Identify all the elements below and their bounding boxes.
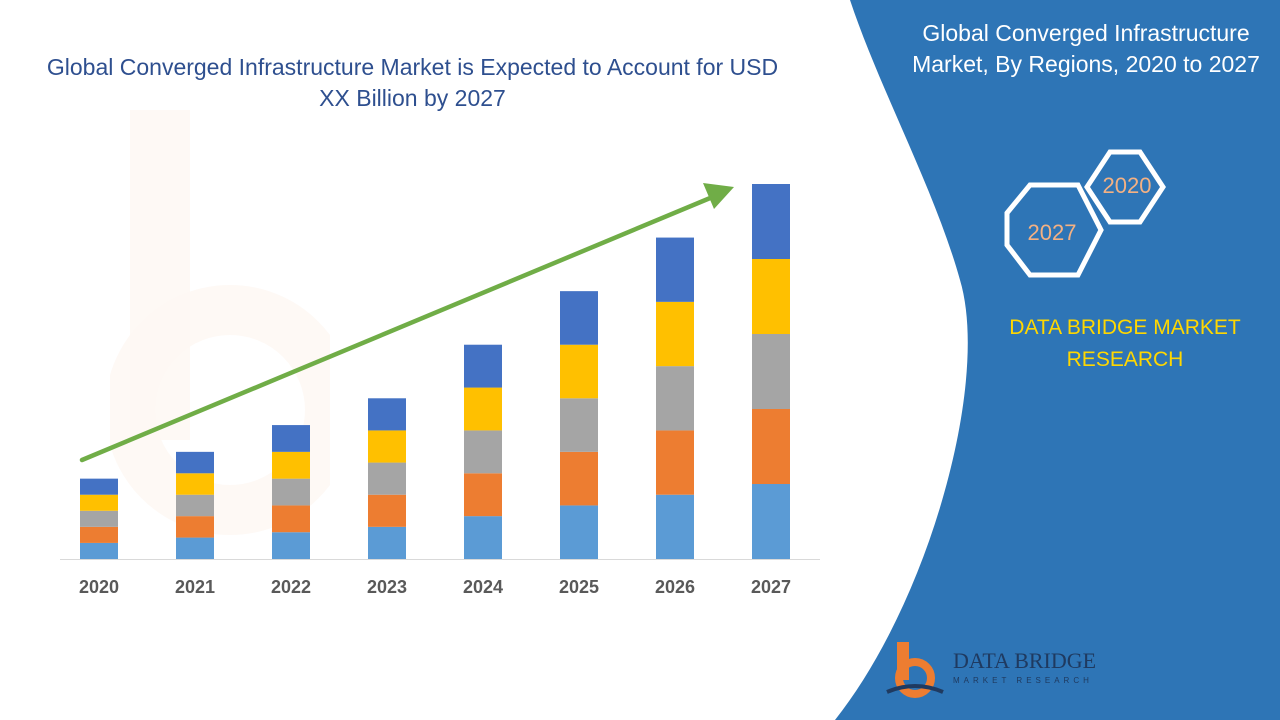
bar-2027-north-america xyxy=(752,484,790,559)
data-bridge-logo-icon xyxy=(886,642,944,698)
x-tick-label: 2027 xyxy=(751,577,791,597)
panel-title: Global Converged Infrastructure Market, … xyxy=(912,20,1260,77)
bar-2023-asia-pacific xyxy=(368,462,406,495)
bar-2020-asia-pacific xyxy=(80,510,118,527)
bar-2026-asia-pacific xyxy=(656,366,694,431)
trend-arrow-head xyxy=(703,183,734,209)
bar-2025-europe xyxy=(560,451,598,506)
bar-2022-middle-east-and-africa xyxy=(272,425,310,452)
chart-title: Global Converged Infrastructure Market i… xyxy=(46,54,779,111)
bar-2021-europe xyxy=(176,516,214,538)
bar-2027-europe xyxy=(752,409,790,484)
bar-2022-south-america xyxy=(272,451,310,479)
bar-2026-south-america xyxy=(656,301,694,367)
trend-arrow-line xyxy=(79,193,718,463)
x-tick-label: 2026 xyxy=(655,577,695,597)
bar-2024-north-america xyxy=(464,516,502,559)
bar-2025-north-america xyxy=(560,505,598,559)
bar-2024-south-america xyxy=(464,387,502,431)
bar-2021-middle-east-and-africa xyxy=(176,451,214,474)
bar-2021-south-america xyxy=(176,473,214,495)
bar-2027-middle-east-and-africa xyxy=(752,184,790,259)
bar-2020-europe xyxy=(80,526,118,543)
bar-2027-asia-pacific xyxy=(752,334,790,409)
logo-wordmark: DATA BRIDGE xyxy=(953,648,1097,673)
bar-2026-middle-east-and-africa xyxy=(656,237,694,302)
bar-2025-middle-east-and-africa xyxy=(560,291,598,345)
bar-2023-middle-east-and-africa xyxy=(368,398,406,431)
bar-2022-north-america xyxy=(272,532,310,559)
bar-2024-europe xyxy=(464,473,502,517)
x-tick-label: 2020 xyxy=(79,577,119,597)
bar-2020-middle-east-and-africa xyxy=(80,478,118,495)
bar-2024-middle-east-and-africa xyxy=(464,344,502,388)
bar-2023-south-america xyxy=(368,430,406,463)
x-tick-label: 2025 xyxy=(559,577,599,597)
stacked-bar-chart: 20202021202220232024202520262027North Am… xyxy=(60,183,820,597)
hex-label-2020: 2020 xyxy=(1102,173,1152,198)
bar-2021-north-america xyxy=(176,537,214,559)
bar-2023-north-america xyxy=(368,526,406,559)
bar-2027-south-america xyxy=(752,259,790,334)
hex-label-2027: 2027 xyxy=(1027,220,1077,245)
bar-2022-europe xyxy=(272,505,310,533)
bar-2022-asia-pacific xyxy=(272,478,310,506)
x-tick-label: 2023 xyxy=(367,577,407,597)
bar-2025-asia-pacific xyxy=(560,398,598,452)
bar-2020-south-america xyxy=(80,494,118,511)
x-tick-label: 2022 xyxy=(271,577,311,597)
logo-subtitle: MARKET RESEARCH xyxy=(953,676,1093,685)
brand-name: DATA BRIDGE MARKET RESEARCH xyxy=(1009,316,1241,371)
bar-2026-europe xyxy=(656,430,694,495)
bar-2026-north-america xyxy=(656,494,694,559)
bar-2024-asia-pacific xyxy=(464,430,502,474)
bar-2020-north-america xyxy=(80,542,118,559)
x-tick-label: 2021 xyxy=(175,577,215,597)
bar-2025-south-america xyxy=(560,344,598,399)
bar-2021-asia-pacific xyxy=(176,494,214,517)
bar-2023-europe xyxy=(368,494,406,527)
x-tick-label: 2024 xyxy=(463,577,503,597)
